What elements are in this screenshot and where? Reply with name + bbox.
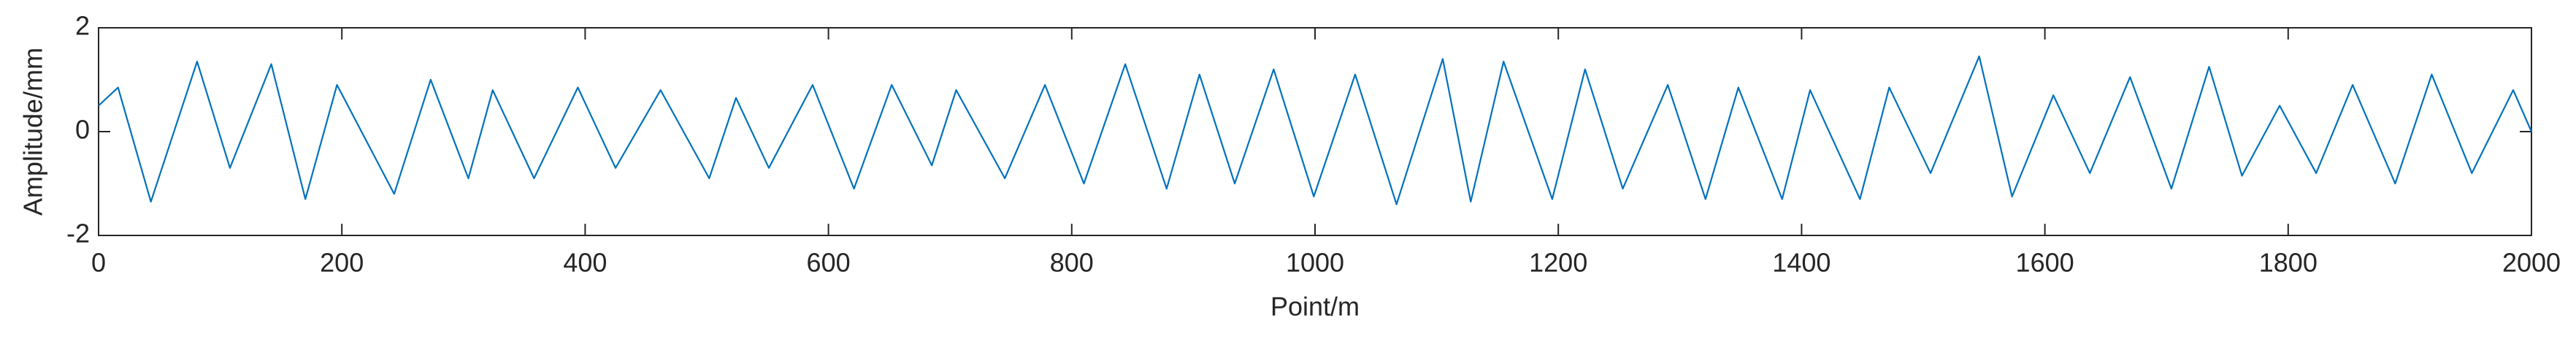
y-axis-label: Amplitude/mm [18, 48, 48, 216]
data-line [98, 55, 2533, 205]
x-tick-label: 1600 [2016, 248, 2074, 278]
x-tick-label: 1400 [1772, 248, 1831, 278]
x-tick-label: 200 [320, 248, 364, 278]
x-tick-label: 1800 [2259, 248, 2318, 278]
x-axis-label: Point/m [1270, 292, 1360, 322]
x-tick-label: 400 [563, 248, 607, 278]
x-tick-label: 1200 [1529, 248, 1587, 278]
x-tick-label: 1000 [1286, 248, 1344, 278]
y-tick-label: 0 [75, 115, 90, 145]
x-tick-label: 800 [1050, 248, 1094, 278]
x-tick-label: 600 [807, 248, 851, 278]
x-tick-label: 2000 [2502, 248, 2561, 278]
y-tick-label: -2 [66, 219, 90, 249]
x-tick-label: 0 [91, 248, 106, 278]
plot-frame [98, 27, 2532, 236]
y-tick-label: 2 [75, 11, 90, 41]
